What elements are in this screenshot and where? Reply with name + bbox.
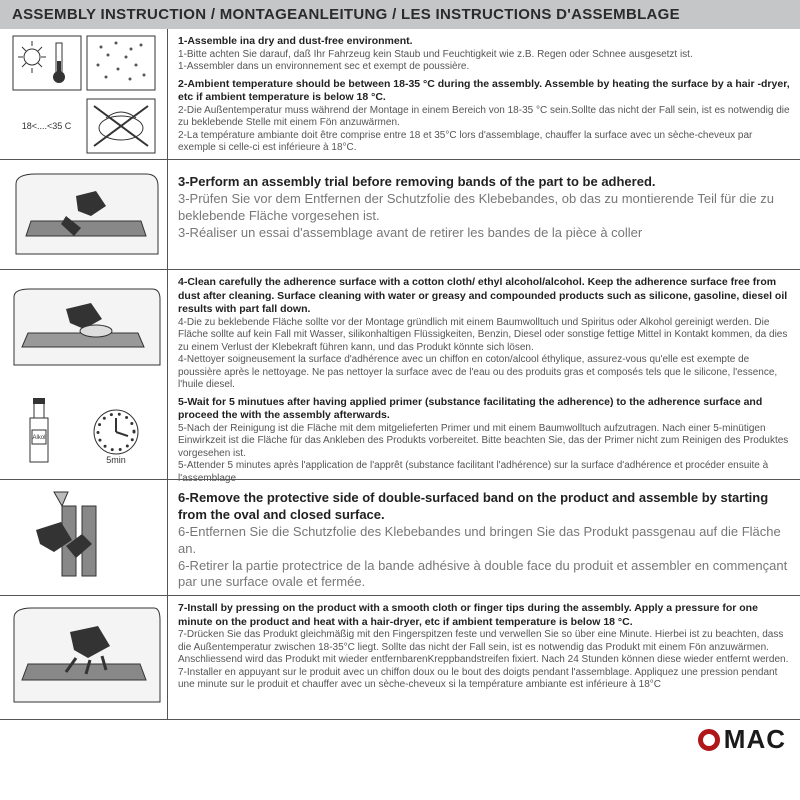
bottle-label: Alkol — [32, 435, 45, 441]
logo-text: MAC — [724, 724, 786, 755]
clock-5min-icon: 5min — [86, 406, 146, 466]
step3-fr: 3-Réaliser un essai d'assemblage avant d… — [178, 225, 790, 242]
step5-de: 5-Nach der Reinigung ist die Fläche mit … — [178, 423, 790, 461]
step-text-3: 3-Perform an assembly trial before remov… — [168, 160, 800, 269]
no-wet-icon — [86, 98, 156, 154]
step7-lead: 7-Install by pressing on the product wit… — [178, 602, 758, 628]
step-text-6: 6-Remove the protective side of double-s… — [168, 480, 800, 595]
step3-lead: 3-Perform an assembly trial before remov… — [178, 174, 656, 189]
step5-lead: 5-Wait for 5 minutues after having appli… — [178, 396, 762, 422]
illustration-6 — [0, 480, 168, 595]
illustration-3 — [0, 160, 168, 269]
trial-fit-icon — [6, 166, 162, 264]
step6-fr: 6-Retirer la partie protectrice de la ba… — [178, 558, 790, 592]
peel-tape-icon — [6, 486, 162, 590]
step2-lead: 2-Ambient temperature should be between … — [178, 78, 790, 104]
dust-icon — [86, 35, 156, 91]
alcohol-bottle-icon: Alkol — [22, 396, 56, 466]
illustration-1-2: 18<....<35 C — [0, 29, 168, 159]
step2-fr: 2-La température ambiante doit être comp… — [178, 130, 790, 155]
step6-lead: 6-Remove the protective side of double-s… — [178, 490, 768, 522]
step-text-4-5: 4-Clean carefully the adherence surface … — [168, 270, 800, 479]
step1-lead: 1-Assemble ina dry and dust-free environ… — [178, 35, 413, 47]
step3-de: 3-Prüfen Sie vor dem Entfernen der Schut… — [178, 191, 790, 225]
step2-de: 2-Die Außentemperatur muss während der M… — [178, 105, 790, 130]
step-section-4-5: Alkol 5min 4-Clean carefully the adheren… — [0, 270, 800, 480]
temp-range-label: 18<....<35 C — [12, 121, 82, 131]
press-install-icon — [6, 602, 162, 714]
illustration-7 — [0, 596, 168, 719]
sun-thermo-icon — [12, 35, 82, 91]
step4-lead: 4-Clean carefully the adherence surface … — [178, 276, 787, 315]
brand-logo: MAC — [698, 724, 786, 755]
step-section-7: 7-Install by pressing on the product wit… — [0, 596, 800, 720]
illustration-4-5: Alkol 5min — [0, 270, 168, 479]
step1-fr: 1-Assembler dans un environnement sec et… — [178, 61, 790, 74]
step4-de: 4-Die zu beklebende Fläche sollte vor de… — [178, 317, 790, 355]
logo-ring-icon — [698, 729, 720, 751]
step7-de: 7-Drücken Sie das Produkt gleichmäßig mi… — [178, 629, 790, 667]
step-text-7: 7-Install by pressing on the product wit… — [168, 596, 800, 719]
clean-surface-icon — [6, 283, 162, 373]
step1-de: 1-Bitte achten Sie darauf, daß Ihr Fahrz… — [178, 49, 790, 62]
step-section-6: 6-Remove the protective side of double-s… — [0, 480, 800, 596]
page-title: ASSEMBLY INSTRUCTION / MONTAGEANLEITUNG … — [0, 0, 800, 29]
step4-fr: 4-Nettoyer soigneusement la surface d'ad… — [178, 354, 790, 392]
step-section-3: 3-Perform an assembly trial before remov… — [0, 160, 800, 270]
footer: MAC — [0, 720, 800, 755]
step7-fr: 7-Installer en appuyant sur le produit a… — [178, 667, 790, 692]
step-section-1-2: 18<....<35 C 1-Assemble ina dry and dust… — [0, 29, 800, 160]
clock-label: 5min — [106, 455, 126, 465]
step-text-1-2: 1-Assemble ina dry and dust-free environ… — [168, 29, 800, 159]
step6-de: 6-Entfernen Sie die Schutzfolie des Kleb… — [178, 524, 790, 558]
